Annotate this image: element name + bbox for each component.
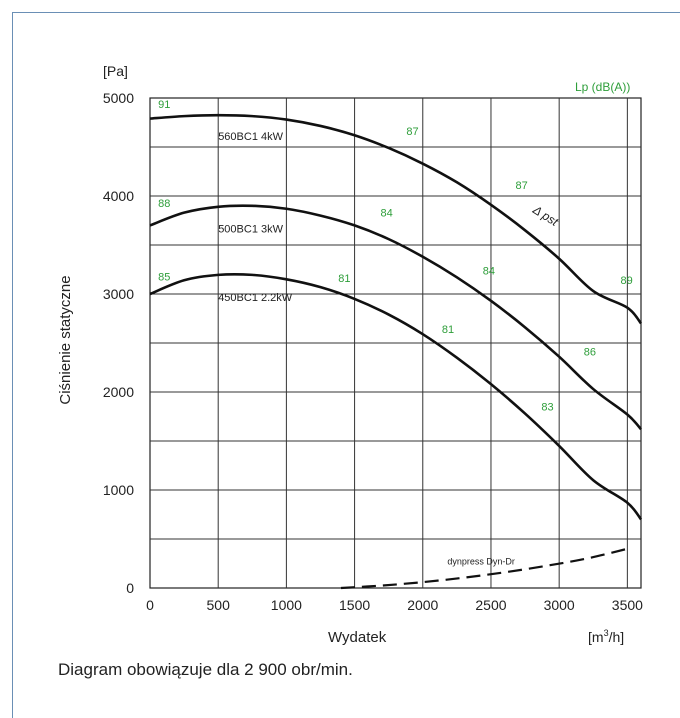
series-name-label: 560BC1 4kW — [218, 131, 283, 143]
series-line — [149, 113, 643, 325]
x-tick-label: 3000 — [544, 597, 575, 613]
noise-value-label: 87 — [516, 180, 528, 192]
x-tick-label: 3500 — [612, 597, 643, 613]
y-unit-label: [Pa] — [103, 63, 128, 79]
x-tick-label: 1500 — [339, 597, 370, 613]
series-line — [149, 204, 642, 431]
y-tick-label: 4000 — [103, 188, 134, 204]
noise-axis-label: Lp (dB(A)) — [575, 80, 630, 94]
y-tick-label: 3000 — [103, 286, 134, 302]
x-tick-label: 2500 — [475, 597, 506, 613]
y-axis-title: Ciśnienie statyczne — [57, 275, 74, 404]
noise-value-label: 81 — [442, 324, 454, 336]
y-tick-label: 5000 — [103, 90, 134, 106]
chart-frame — [12, 12, 680, 718]
series-name-label: 500BC1 3kW — [218, 223, 283, 235]
noise-value-label: 81 — [338, 273, 350, 285]
x-tick-label: 2000 — [407, 597, 438, 613]
noise-value-label: 84 — [380, 208, 392, 220]
noise-value-label: 91 — [158, 99, 170, 111]
pressure-label: Δ pst — [530, 202, 562, 229]
rpm-note: Diagram obowiązuje dla 2 900 obr/min. — [58, 660, 353, 679]
y-tick-label: 2000 — [103, 384, 134, 400]
x-tick-label: 500 — [207, 597, 231, 613]
x-tick-label: 1000 — [271, 597, 302, 613]
series-line — [340, 547, 628, 590]
series-name-label: 450BC1 2.2kW — [218, 292, 293, 304]
x-tick-label: 0 — [146, 597, 154, 613]
noise-value-label: 87 — [406, 126, 418, 138]
noise-value-label: 89 — [621, 275, 633, 287]
x-unit-label: [m3/h] — [588, 628, 624, 645]
noise-value-label: 84 — [483, 265, 495, 277]
series-line — [149, 272, 643, 521]
x-axis-title: Wydatek — [328, 629, 387, 646]
noise-value-label: 88 — [158, 198, 170, 210]
series-name-label: dynpress Dyn-Dr — [447, 556, 515, 566]
y-tick-label: 0 — [126, 580, 134, 596]
noise-value-label: 85 — [158, 271, 170, 283]
noise-value-label: 83 — [541, 402, 553, 414]
y-tick-label: 1000 — [103, 482, 134, 498]
noise-value-label: 86 — [584, 347, 596, 359]
